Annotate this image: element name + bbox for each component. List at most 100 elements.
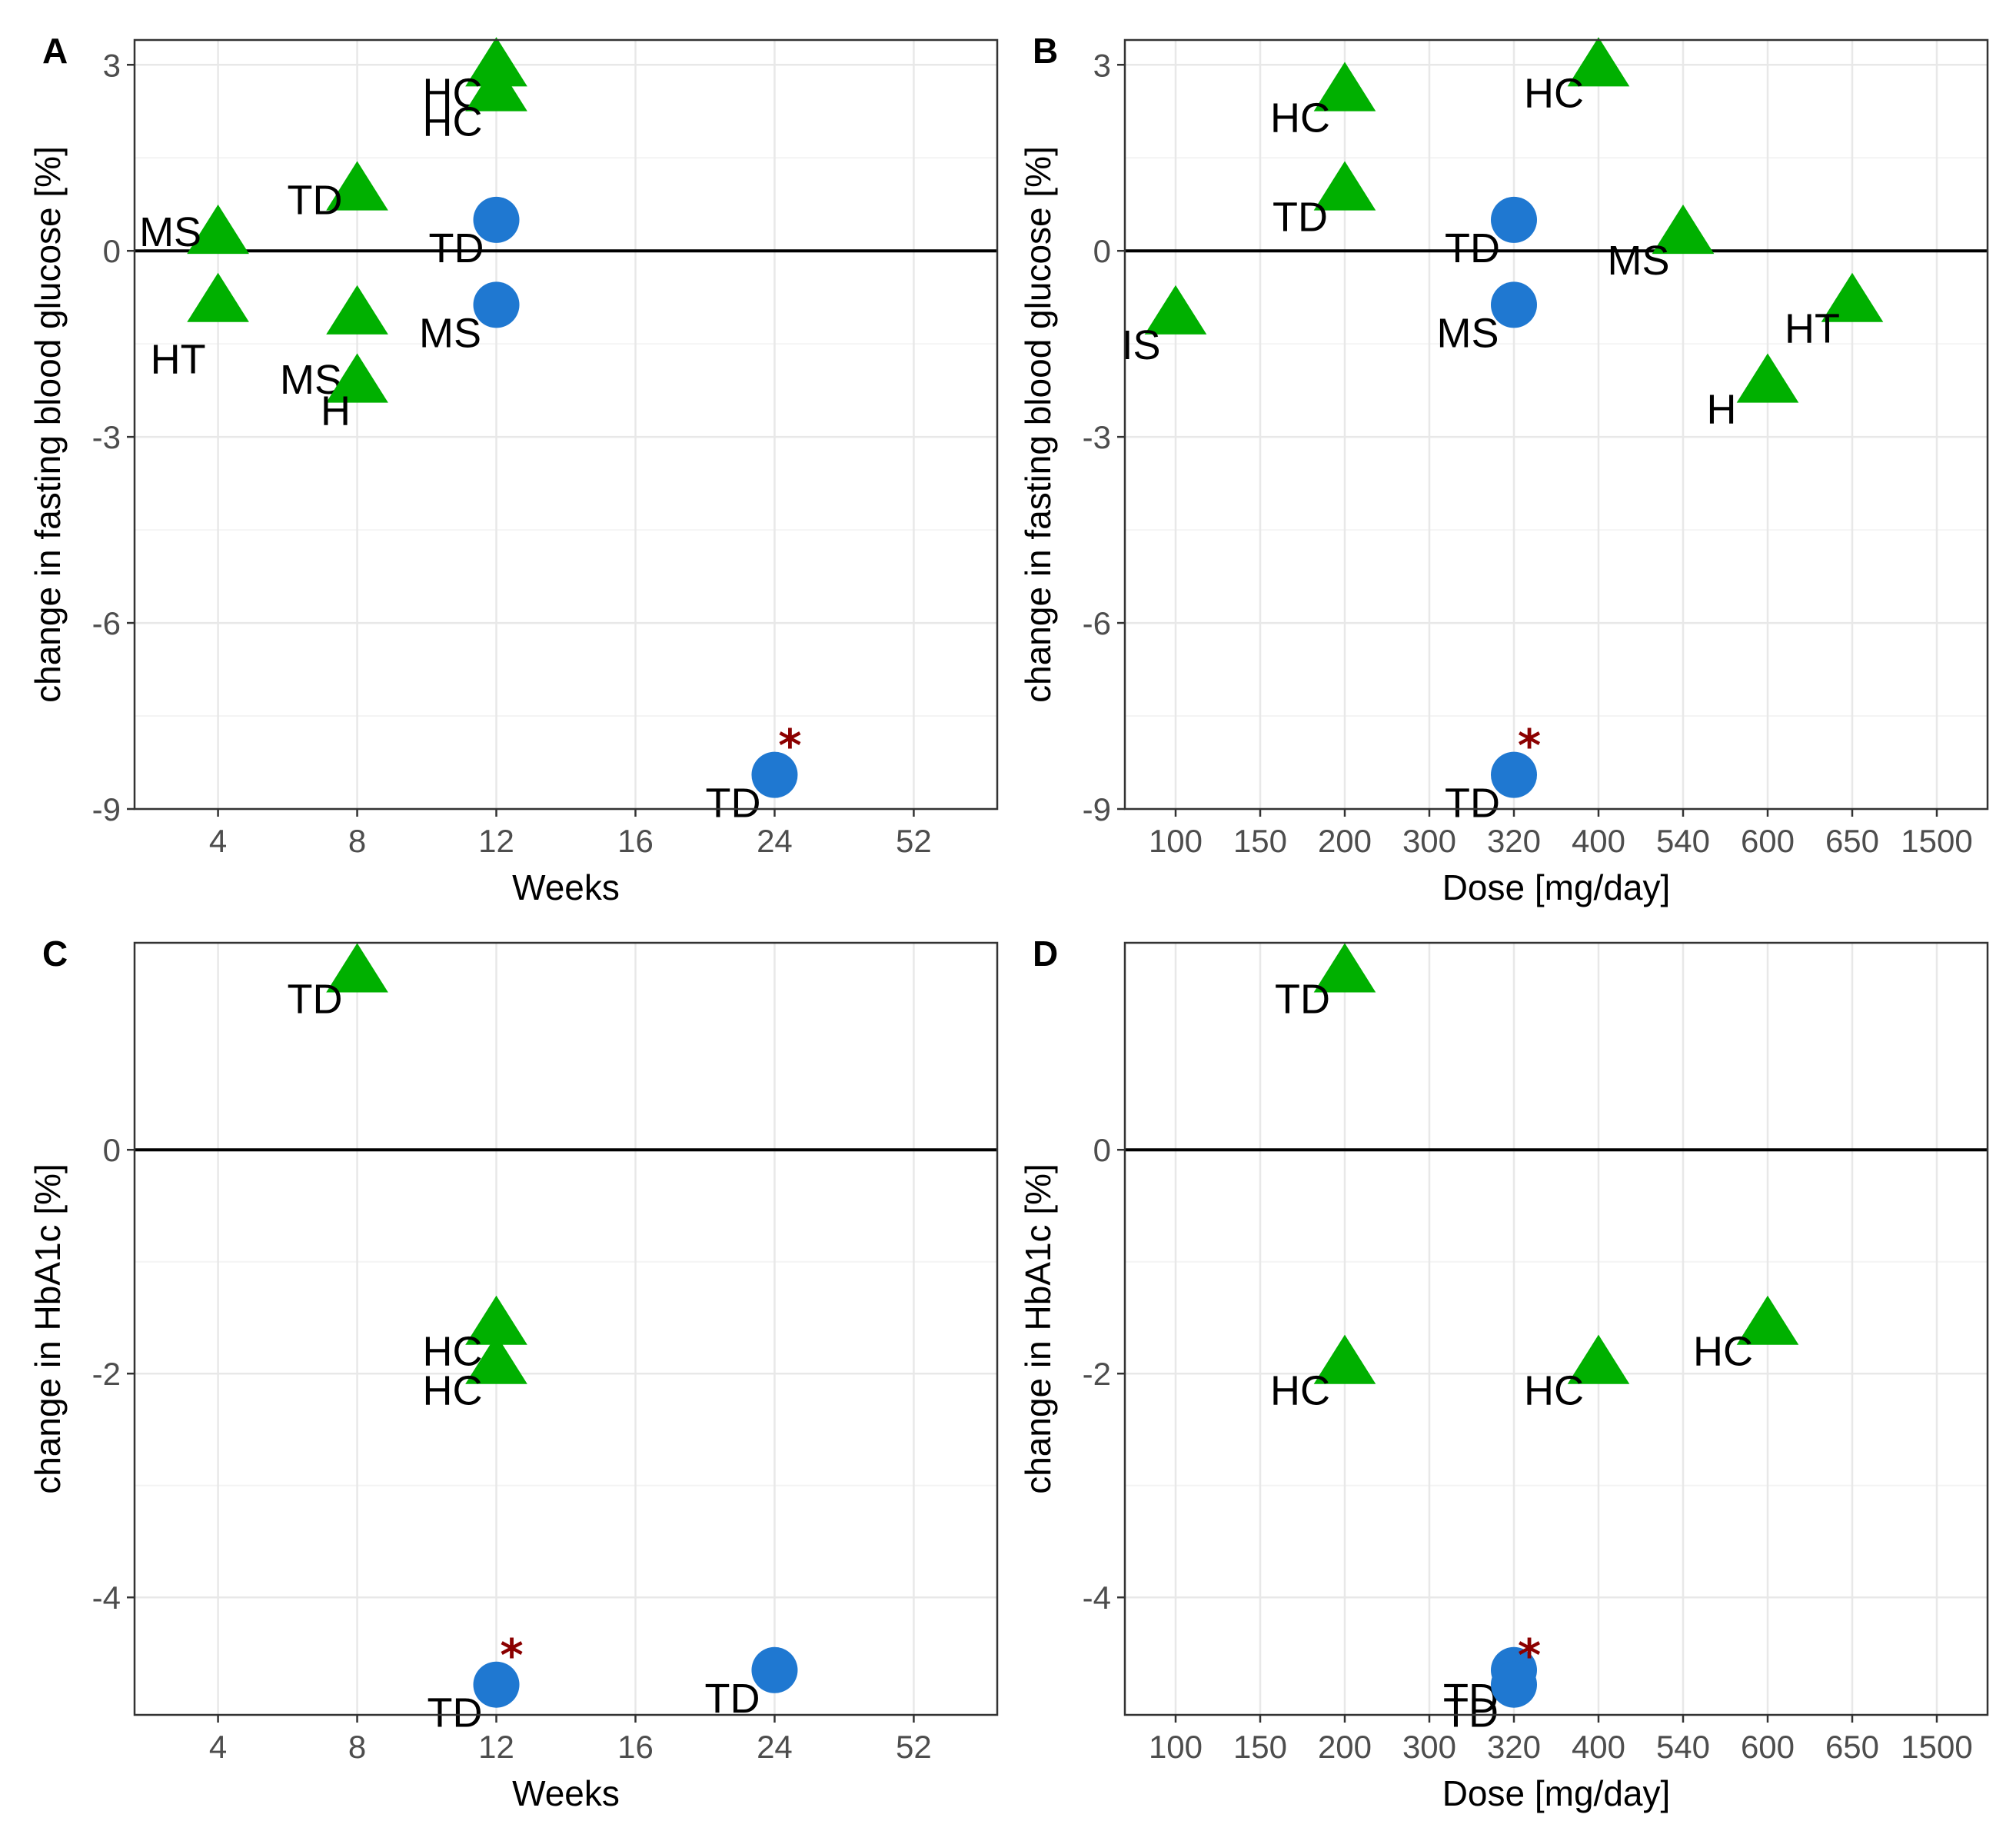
point-label: HC [423, 1329, 483, 1375]
y-tick-label: -2 [1083, 1356, 1111, 1392]
point-triangle [326, 943, 388, 993]
point-triangle [326, 285, 388, 335]
x-tick-label: 320 [1487, 1729, 1541, 1765]
panel-b: 3 0 -3 -6 -9 100 150 200 300 320 400 540 600 650 1500 I… [1018, 31, 1989, 907]
point-triangle [1567, 37, 1630, 87]
x-tick-label: 8 [348, 823, 366, 859]
point-circle [751, 751, 798, 798]
y-tick-label: 3 [1093, 47, 1111, 83]
point-triangle [1144, 285, 1207, 335]
y-tick-label: -9 [1083, 791, 1111, 827]
x-tick-label: 540 [1656, 823, 1710, 859]
x-tick-label: 300 [1402, 1729, 1456, 1765]
point-triangle [1736, 353, 1799, 403]
point-label: HC [423, 99, 483, 145]
x-tick-label: 1500 [1901, 1729, 1972, 1765]
point-triangle [465, 62, 527, 112]
point-label: TD [288, 976, 343, 1022]
point-triangle [187, 272, 249, 322]
point-label: TD [705, 781, 760, 827]
panel-tag: C [42, 934, 68, 974]
panel-d: 0 -2 -4 100 150 200 300 320 400 540 600 650 1500 TD HC… [1018, 934, 1989, 1813]
point-label: HC [423, 1368, 483, 1414]
x-tick-label: 16 [617, 823, 654, 859]
y-tick-label: -4 [92, 1580, 121, 1616]
point-label: HC [1270, 1368, 1330, 1414]
x-tick-label: 4 [209, 823, 227, 859]
panel-tag: B [1033, 31, 1058, 71]
x-axis-title: Weeks [512, 1773, 620, 1813]
point-triangle [1313, 943, 1376, 993]
point-label: TD [1275, 976, 1330, 1022]
point-label: HC [1524, 70, 1584, 116]
x-tick-label: 52 [896, 823, 932, 859]
point-label: H [321, 388, 351, 434]
point-triangle [1313, 1334, 1376, 1384]
y-tick-label: 0 [103, 1132, 121, 1168]
x-tick-label: 100 [1149, 1729, 1203, 1765]
point-triangle [1652, 205, 1715, 255]
significance-star: * [500, 1630, 523, 1682]
y-tick-label: -3 [1083, 419, 1111, 455]
x-axis-title: Weeks [512, 867, 620, 907]
y-tick-label: -3 [92, 419, 121, 455]
point-label: TD [427, 1690, 483, 1736]
y-tick-label: -9 [92, 791, 121, 827]
point-circle [1491, 751, 1537, 798]
x-tick-label: 650 [1825, 823, 1879, 859]
y-axis-title: change in fasting blood glucose [%] [1018, 146, 1058, 703]
point-circle [751, 1646, 798, 1693]
point-label: HC [1693, 1329, 1753, 1375]
x-tick-label: 200 [1318, 1729, 1372, 1765]
point-label: H [1707, 387, 1737, 433]
point-triangle [1736, 1295, 1799, 1345]
point-triangle [1821, 272, 1884, 322]
point-triangle [1313, 161, 1376, 211]
point-circle [1491, 281, 1537, 328]
panel-frame [1123, 38, 1989, 811]
x-tick-label: 150 [1233, 823, 1287, 859]
y-axis-title: change in HbA1c [%] [1018, 1164, 1058, 1494]
point-circle [473, 281, 520, 328]
point-label: MS [1437, 310, 1499, 356]
y-tick-label: -2 [92, 1356, 121, 1392]
point-label: MS [1608, 238, 1670, 284]
panel-frame [133, 38, 999, 811]
significance-star: * [1518, 720, 1541, 772]
panel-tag: A [42, 31, 68, 71]
y-tick-label: -6 [92, 605, 121, 641]
point-label: TD [1445, 781, 1500, 827]
y-tick-label: 0 [1093, 233, 1111, 269]
x-tick-label: 600 [1741, 1729, 1795, 1765]
x-tick-label: 4 [209, 1729, 227, 1765]
point-circle [473, 196, 520, 243]
x-axis-title: Dose [mg/day] [1442, 867, 1671, 907]
x-tick-label: 16 [617, 1729, 654, 1765]
panel-a: 30-3-6-94 8 12 16 24 52MSHTTDMSHHCHCTDMSTD*AW… [28, 31, 999, 907]
point-circle [473, 1661, 520, 1708]
significance-star: * [1518, 1630, 1541, 1682]
panel-tag: D [1033, 934, 1058, 974]
point-label: HC [1524, 1368, 1584, 1414]
point-label: MS [419, 310, 481, 356]
point-triangle [187, 205, 249, 255]
significance-star: * [778, 720, 801, 772]
x-tick-label: 1500 [1901, 823, 1972, 859]
y-tick-label: 0 [1093, 1132, 1111, 1168]
point-label: TD [1445, 225, 1500, 271]
point-circle [1491, 196, 1537, 243]
y-tick-label: 0 [103, 233, 121, 269]
x-tick-label: 52 [896, 1729, 932, 1765]
point-label: IS [1121, 322, 1160, 368]
point-label: TD [1272, 195, 1328, 241]
x-tick-label: 8 [348, 1729, 366, 1765]
point-triangle [1313, 62, 1376, 112]
x-tick-label: 12 [478, 823, 514, 859]
point-label: HC [1270, 95, 1330, 141]
point-triangle [465, 37, 527, 87]
point-triangle [465, 1334, 527, 1384]
y-tick-label: -6 [1083, 605, 1111, 641]
x-tick-label: 12 [478, 1729, 514, 1765]
